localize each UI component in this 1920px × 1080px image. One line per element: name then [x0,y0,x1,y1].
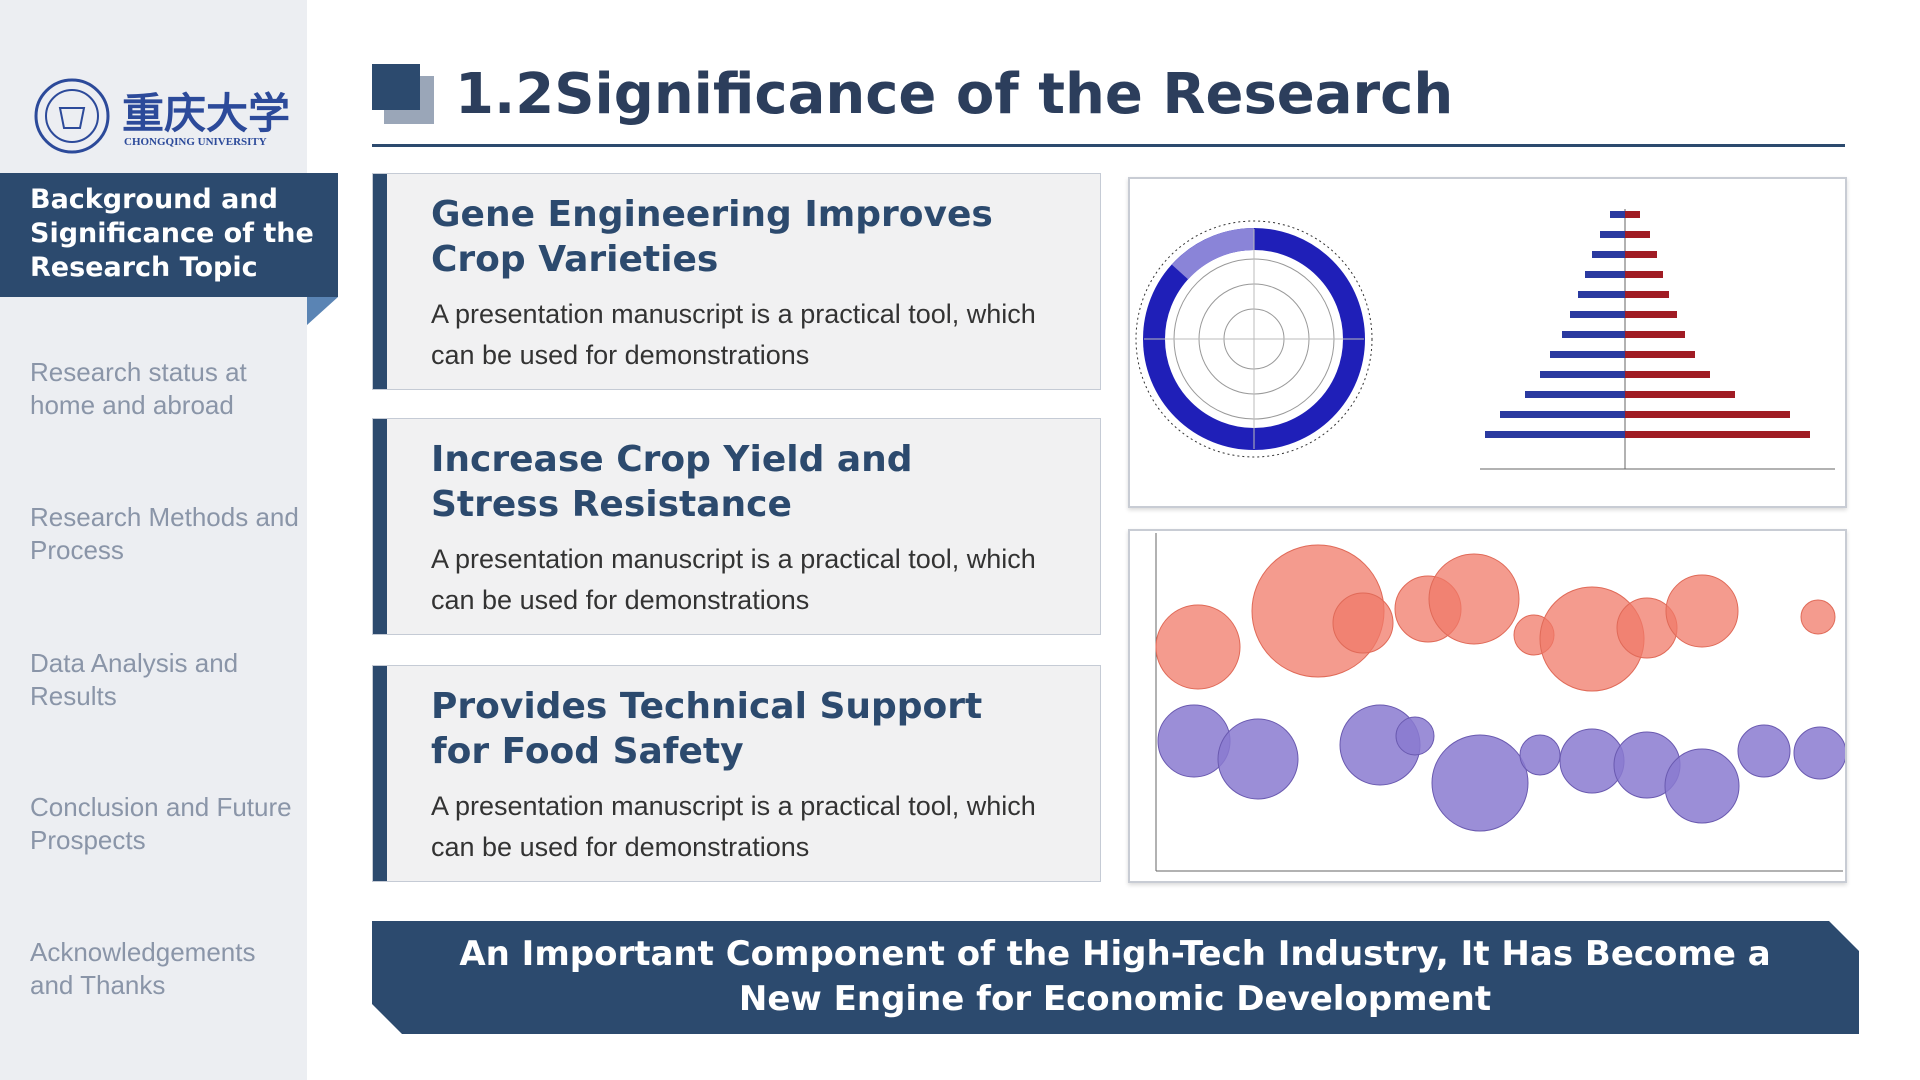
figure-graphic [1135,209,1835,470]
figure-image [1128,529,1847,883]
page-title: 1.2Significance of the Research [455,62,1454,127]
card-title: Increase Crop Yield and Stress Resistanc… [431,439,913,525]
card: Gene Engineering Improves Crop Varieties… [372,173,1101,390]
card: Provides Technical Support for Food Safe… [372,665,1101,882]
figure-image [1128,177,1847,508]
logo-cn: 重庆大学 [122,89,291,138]
card: Increase Crop Yield and Stress Resistanc… [372,418,1101,635]
pyramid [1485,211,1810,438]
logo-emblem [34,78,110,154]
title-icon [372,64,434,124]
sidebar-item[interactable]: Research Methods and Process [30,502,299,565]
sidebar-active[interactable]: Background and Significance of the Resea… [0,173,338,297]
figure-graphic [1155,533,1847,872]
sidebar-item[interactable]: Research status at home and abroad [30,357,247,420]
card-body: A presentation manuscript is a practical… [431,299,1036,370]
card-title: Gene Engineering Improves Crop Varieties [431,194,993,280]
card-title: Provides Technical Support for Food Safe… [431,686,983,772]
card-body: A presentation manuscript is a practical… [431,791,1036,862]
banner-shape [372,921,1859,1034]
card-body: A presentation manuscript is a practical… [431,544,1036,615]
sidebar-item[interactable]: Data Analysis and Results [30,648,239,711]
fold [307,297,338,325]
logo-en: CHONGQING UNIVERSITY [124,136,267,148]
title-rule [372,144,1845,147]
banner-text: An Important Component of the High-Tech … [459,934,1771,1019]
sidebar-item[interactable]: Conclusion and Future Prospects [30,792,292,855]
sidebar-item[interactable]: Background and Significance of the Resea… [30,184,314,283]
sidebar-item[interactable]: Acknowledgements and Thanks [30,937,256,1000]
